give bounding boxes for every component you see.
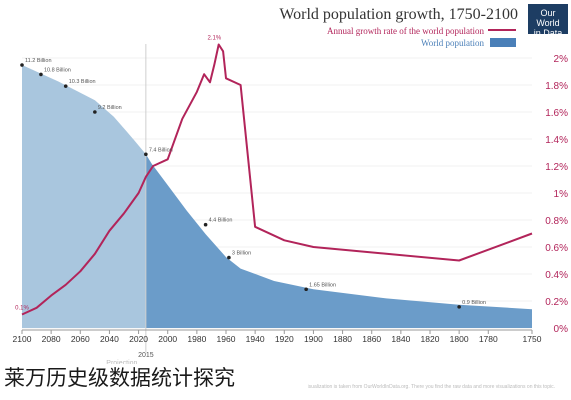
growth-rate-label: 2.1%	[207, 36, 221, 42]
y-tick-label: 1.2%	[545, 162, 568, 173]
x-tick-label: 1880	[333, 334, 352, 344]
y-tick-label: 1.6%	[545, 108, 568, 119]
population-marker	[203, 222, 208, 227]
our-world-in-data-logo: Our World in Data	[528, 4, 568, 38]
population-marker	[93, 110, 97, 114]
y-tick-label: 0.6%	[545, 243, 568, 254]
population-label: 1.65 Billion	[309, 282, 336, 288]
x-tick-label: 1780	[479, 334, 498, 344]
population-marker	[457, 305, 461, 309]
x-tick-label: 1960	[217, 334, 236, 344]
logo-line-1: Our World	[536, 8, 560, 28]
projection-label: Projection	[106, 360, 137, 367]
annotations: 11.2 Billion 10.8 Billion 10.3 Billion 9.2 …	[15, 36, 486, 312]
y-tick-label: 0.8%	[545, 216, 568, 227]
plot-area	[21, 43, 533, 352]
x-tick-label: 1920	[275, 334, 294, 344]
x-tick-label: 1800	[450, 334, 469, 344]
population-label: 11.2 Billion	[25, 58, 52, 64]
legend-label-growth-rate: Annual growth rate of the world populati…	[327, 26, 484, 36]
x-tick-label: 1900	[304, 334, 323, 344]
growth-rate-line	[21, 43, 533, 316]
x-axis: 1750 1780 1800 1820 1840 1860 1880 1900 1920 1940…	[13, 329, 542, 367]
x-tick-label: 1820	[421, 334, 440, 344]
x-tick-label: 1860	[362, 334, 381, 344]
x-tick-label: 1750	[523, 334, 542, 344]
legend: World population growth, 1750-2100 Annua…	[279, 6, 518, 48]
population-area-historical	[145, 154, 532, 328]
population-marker	[304, 287, 308, 292]
x-tick-label: 1840	[391, 334, 410, 344]
legend-swatch-population	[490, 38, 516, 47]
y-tick-label: 0.2%	[545, 297, 568, 308]
population-label: 10.8 Billion	[44, 67, 71, 73]
population-label: 3 Billion	[232, 251, 251, 257]
y-tick-label: 1.8%	[545, 81, 568, 92]
population-marker	[39, 72, 43, 77]
x-tick-label: 2000	[158, 334, 177, 344]
y-tick-label: 1%	[554, 189, 569, 200]
x-tick-label: 2060	[71, 334, 90, 344]
population-label: 7.4 Billion	[149, 147, 173, 153]
population-marker	[144, 152, 148, 157]
population-marker	[63, 84, 68, 88]
population-label: 9.2 Billion	[98, 105, 122, 111]
population-marker	[227, 255, 231, 260]
population-label: 0.9 Billion	[462, 300, 486, 306]
population-area-projection	[22, 65, 146, 328]
projection-year-label: 2015	[138, 352, 154, 359]
y-tick-label: 0.4%	[545, 270, 568, 281]
x-tick-label: 1980	[187, 334, 206, 344]
x-tick-label: 2080	[42, 334, 61, 344]
x-tick-label: 1940	[246, 334, 265, 344]
growth-rate-label: 0.1%	[15, 306, 29, 312]
x-tick-label: 2040	[100, 334, 119, 344]
y-tick-label: 0%	[554, 324, 569, 335]
x-tick-label: 2020	[129, 334, 148, 344]
population-marker	[20, 63, 24, 67]
chart-title: World population growth, 1750-2100	[279, 6, 518, 23]
logo-line-2: in Data	[533, 28, 563, 38]
x-tick-label: 2100	[13, 334, 32, 344]
population-label: 10.3 Billion	[69, 79, 96, 85]
y-tick-label: 1.4%	[545, 135, 568, 146]
population-label: 4.4 Billion	[209, 218, 233, 224]
y-axis-right: 0% 0.2% 0.4% 0.6% 0.8% 1% 1.2% 1.4% 1.6% 1.8% 2%	[545, 54, 568, 335]
y-tick-label: 2%	[554, 54, 569, 65]
caption-overlay: 莱万历史级数据统计探究	[0, 364, 308, 392]
legend-label-population: World population	[421, 38, 485, 48]
